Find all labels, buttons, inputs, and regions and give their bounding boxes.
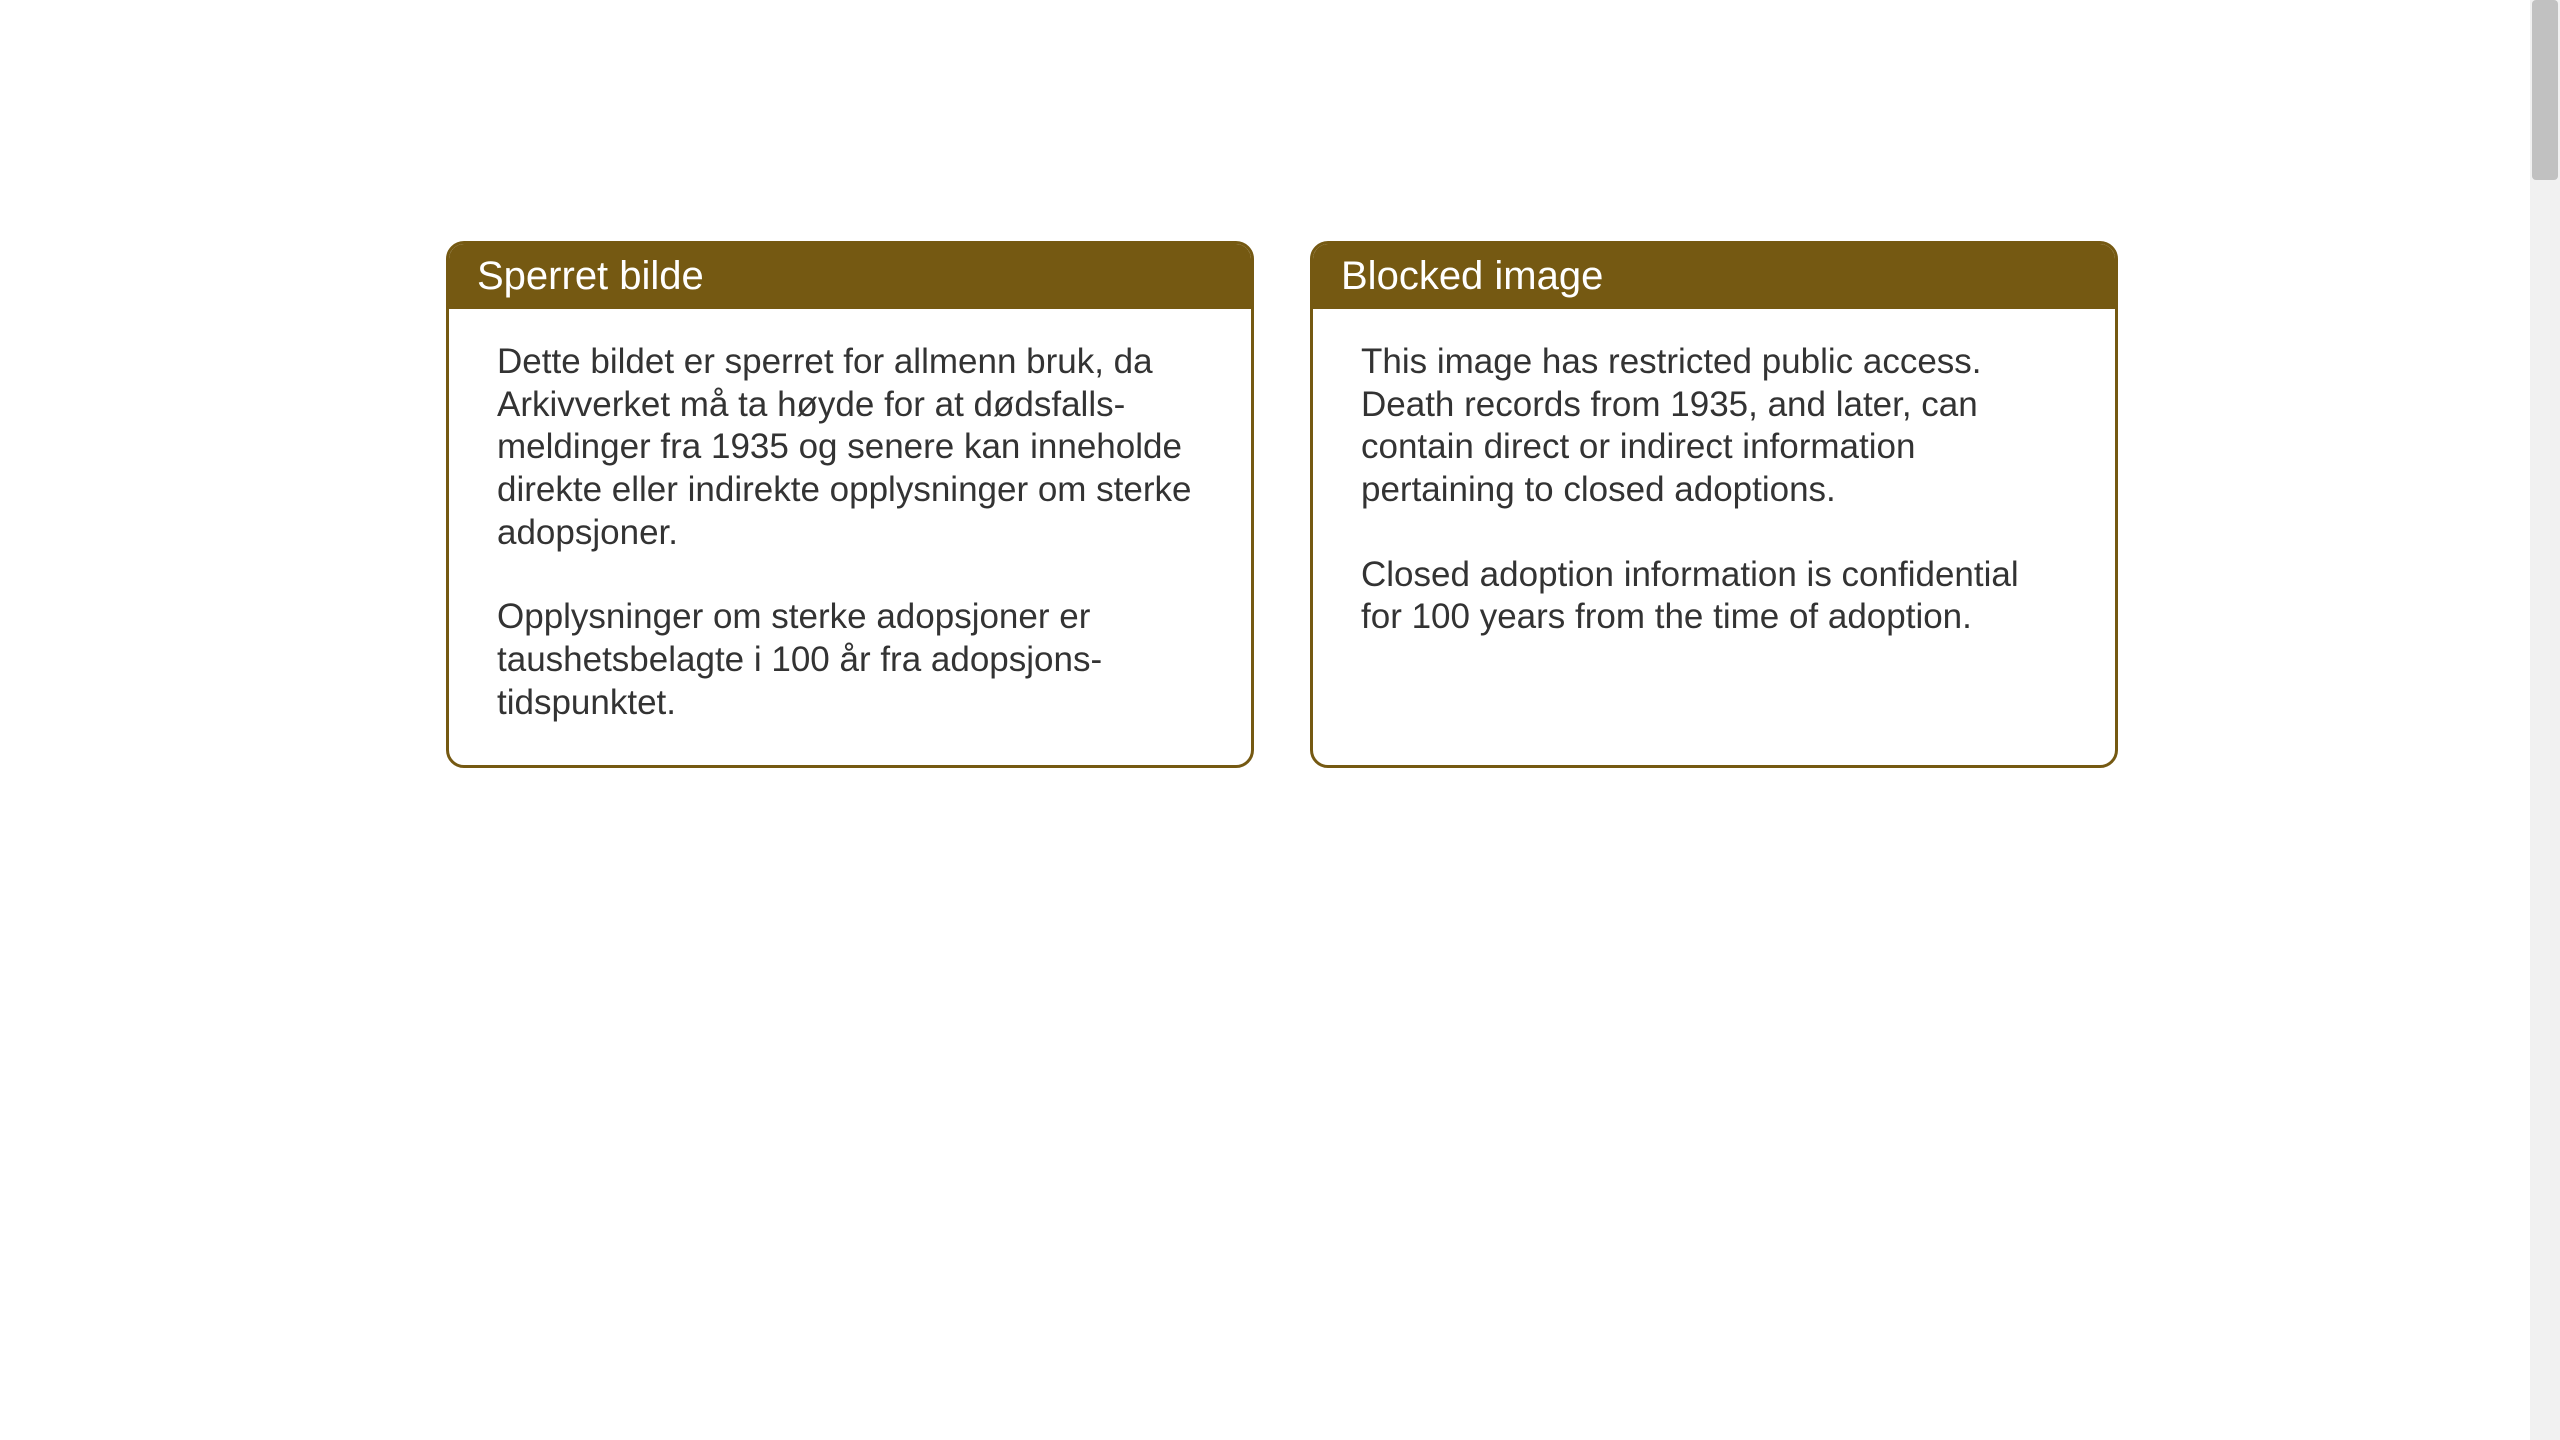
card-header-norwegian: Sperret bilde bbox=[449, 244, 1251, 309]
card-title-english: Blocked image bbox=[1341, 254, 1603, 298]
paragraph-2-english: Closed adoption information is confident… bbox=[1361, 554, 2067, 639]
card-body-norwegian: Dette bildet er sperret for allmenn bruk… bbox=[449, 309, 1251, 765]
vertical-scrollbar[interactable] bbox=[2530, 0, 2560, 1440]
paragraph-2-norwegian: Opplysninger om sterke adopsjoner er tau… bbox=[497, 596, 1203, 724]
card-title-norwegian: Sperret bilde bbox=[477, 254, 704, 298]
notice-container: Sperret bilde Dette bildet er sperret fo… bbox=[446, 241, 2118, 768]
paragraph-1-english: This image has restricted public access.… bbox=[1361, 341, 2067, 512]
scrollbar-thumb[interactable] bbox=[2532, 0, 2558, 180]
card-header-english: Blocked image bbox=[1313, 244, 2115, 309]
notice-card-english: Blocked image This image has restricted … bbox=[1310, 241, 2118, 768]
card-body-english: This image has restricted public access.… bbox=[1313, 309, 2115, 679]
paragraph-1-norwegian: Dette bildet er sperret for allmenn bruk… bbox=[497, 341, 1203, 554]
notice-card-norwegian: Sperret bilde Dette bildet er sperret fo… bbox=[446, 241, 1254, 768]
